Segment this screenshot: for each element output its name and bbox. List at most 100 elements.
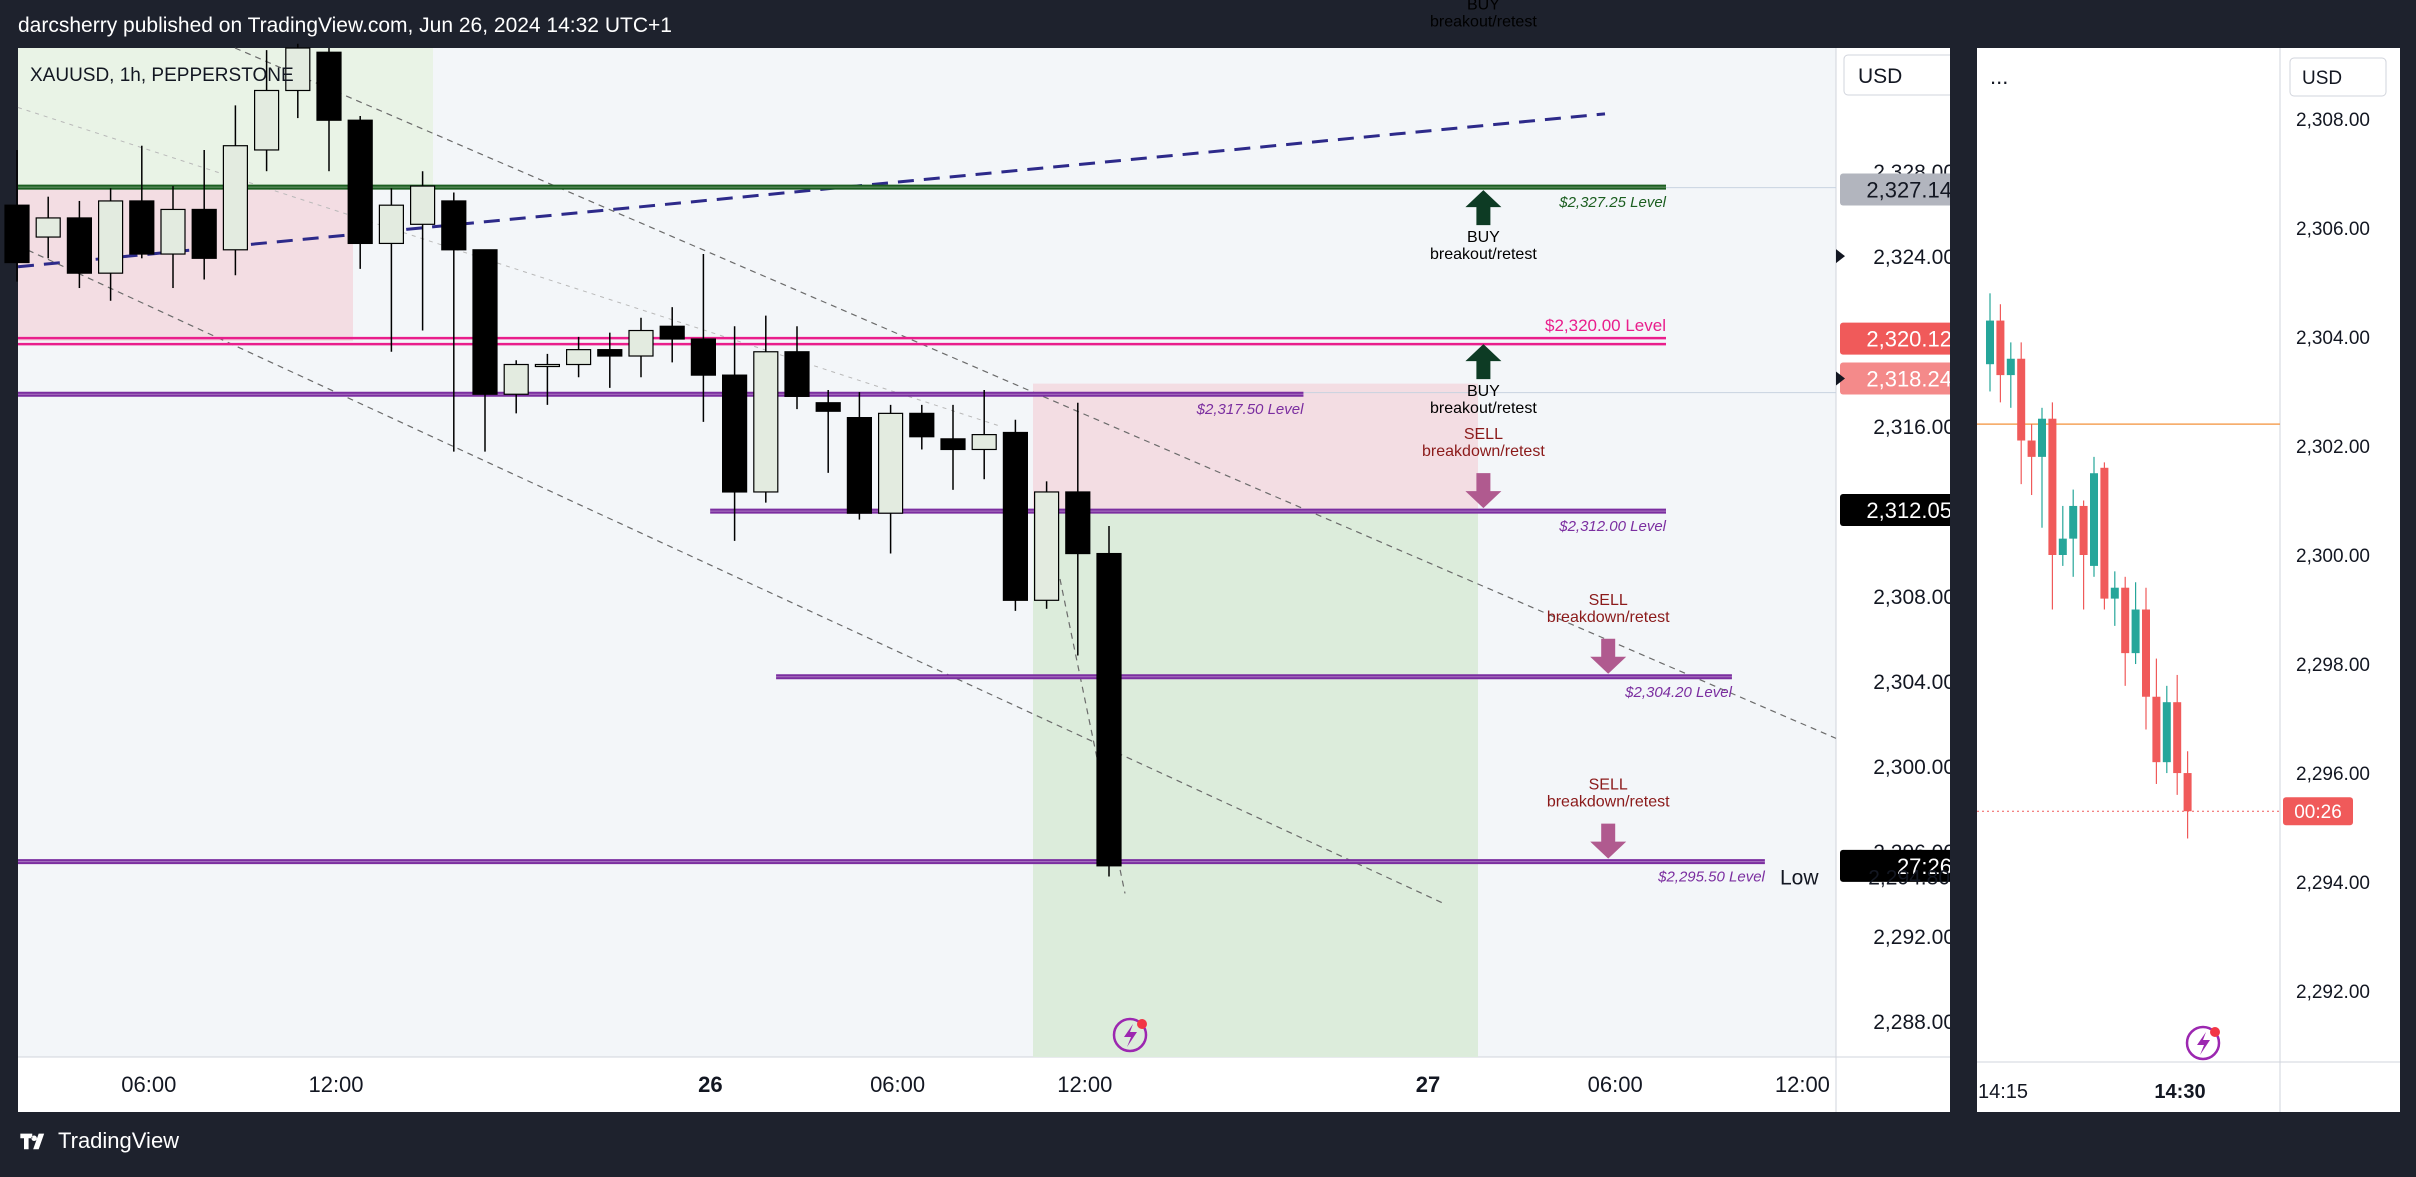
mini-candle-down bbox=[2173, 702, 2182, 774]
lightning-icon-bolt bbox=[1124, 1024, 1137, 1047]
mini-candle-up bbox=[2090, 473, 2098, 566]
mini-y-tick-label: 2,296.00 bbox=[2296, 764, 2370, 785]
currency-button bbox=[1843, 54, 1950, 96]
y-tick-label: 2,300.00 bbox=[1873, 756, 1950, 779]
main-price-chart[interactable]: $2,327.25 Level $2,320.00 Level $2,317.50 … bbox=[0, 0, 1950, 1112]
lightning-icon bbox=[1112, 1017, 1148, 1053]
price-tag bbox=[1840, 849, 1950, 882]
mini-candle-down bbox=[2100, 467, 2109, 599]
price-tag bbox=[1840, 362, 1950, 395]
buy-arrow-icon bbox=[1465, 190, 1502, 226]
candle-up bbox=[628, 329, 654, 357]
mini-candle-down bbox=[2183, 773, 2192, 812]
sell-arrow-icon bbox=[1590, 638, 1627, 674]
y-tick-label: 2,308.00 bbox=[1873, 586, 1950, 609]
candle-down bbox=[472, 249, 498, 395]
time-axis-panel bbox=[18, 1057, 1950, 1112]
candle-down bbox=[659, 325, 685, 340]
candle-down bbox=[66, 217, 93, 274]
mini-candle-up bbox=[2131, 609, 2140, 654]
mini-countdown-text: 00:26 bbox=[2294, 802, 2342, 823]
candle-down bbox=[347, 119, 373, 245]
candle-down bbox=[1096, 552, 1122, 867]
mini-y-tick-label: 2,302.00 bbox=[2296, 437, 2370, 458]
candle-down bbox=[4, 204, 30, 264]
candle-down bbox=[909, 412, 935, 438]
mini-candle-down bbox=[2027, 440, 2036, 457]
price-tag-value: 2,318.24 bbox=[1866, 367, 1950, 392]
signal-kind: SELL bbox=[1464, 426, 1503, 443]
mini-axis-panel bbox=[2280, 48, 2400, 1112]
price-tag bbox=[1840, 173, 1950, 206]
candle-up bbox=[222, 145, 248, 251]
mini-candle-down bbox=[2048, 418, 2057, 555]
candle-down bbox=[129, 200, 155, 255]
candle-up bbox=[565, 349, 592, 366]
candle-down bbox=[597, 349, 623, 357]
tradingview-footer[interactable]: TradingView bbox=[18, 1128, 179, 1154]
candle-up bbox=[877, 412, 904, 514]
candle-up bbox=[160, 208, 186, 255]
candle-down bbox=[316, 51, 342, 121]
mini-candle-down bbox=[1996, 320, 2005, 376]
risk-zone bbox=[1033, 383, 1478, 512]
x-tick-label: 12:00 bbox=[1775, 1072, 1830, 1097]
signal-text: breakout/retest bbox=[1430, 13, 1537, 30]
level-label: $2,320.00 Level bbox=[1545, 316, 1666, 335]
signal-kind: BUY bbox=[1467, 383, 1500, 400]
mini-lightning-icon bbox=[2185, 1025, 2221, 1061]
mini-lightning-bolt bbox=[2197, 1032, 2210, 1055]
mini-candle-up bbox=[1986, 320, 1994, 365]
y-tick-label: 2,288.00 bbox=[1873, 1011, 1950, 1034]
candle-down bbox=[940, 438, 966, 451]
signal-text: breakout/retest bbox=[1430, 400, 1537, 417]
mini-candle-up bbox=[2110, 587, 2119, 599]
mini-time-panel bbox=[1977, 1062, 2280, 1112]
buy-arrow-icon bbox=[1465, 344, 1502, 380]
candle-down bbox=[690, 338, 717, 376]
candle-down bbox=[1065, 491, 1091, 555]
signal-text: breakdown/retest bbox=[1422, 443, 1545, 460]
signal-text: breakdown/retest bbox=[1547, 609, 1670, 626]
price-marker-icon bbox=[1836, 371, 1845, 386]
mini-currency-button bbox=[2289, 57, 2387, 97]
price-tag bbox=[1840, 322, 1950, 355]
level-label: $2,295.50 Level bbox=[1657, 869, 1765, 886]
candle-up bbox=[410, 185, 436, 225]
mini-candle-down bbox=[2079, 505, 2088, 555]
signal-kind: BUY bbox=[1467, 229, 1500, 246]
mini-y-tick-label: 2,298.00 bbox=[2296, 655, 2370, 676]
signal-text: breakout/retest bbox=[1430, 246, 1537, 263]
price-tag-value: 27:26 bbox=[1897, 854, 1950, 879]
x-tick-label: 06:00 bbox=[870, 1072, 925, 1097]
mini-candle-down bbox=[2121, 587, 2130, 654]
y-tick-label: 2,292.00 bbox=[1873, 926, 1950, 949]
x-tick-label: 12:00 bbox=[1057, 1072, 1112, 1097]
low-value: 2,294.80 bbox=[1868, 866, 1950, 889]
candle-up bbox=[97, 200, 124, 274]
x-tick-label: 06:00 bbox=[1588, 1072, 1643, 1097]
candle-up bbox=[503, 363, 529, 395]
y-tick-label: 2,324.00 bbox=[1873, 246, 1950, 269]
candle-up bbox=[285, 47, 311, 92]
mini-menu-icon: ... bbox=[1990, 64, 2008, 89]
signal-kind: SELL bbox=[1589, 777, 1628, 794]
price-tag bbox=[1840, 494, 1950, 527]
channel-lower-line bbox=[17, 245, 1446, 905]
currency-label: USD bbox=[1858, 65, 1902, 88]
mini-y-tick-label: 2,304.00 bbox=[2296, 328, 2370, 349]
mini-candle-down bbox=[2152, 696, 2161, 763]
mini-y-tick-label: 2,294.00 bbox=[2296, 873, 2370, 894]
x-tick-label: 12:00 bbox=[308, 1072, 363, 1097]
candle-up bbox=[971, 434, 997, 451]
lightning-icon-ring bbox=[1112, 1017, 1148, 1053]
candle-down bbox=[784, 351, 810, 397]
mini-candle-up bbox=[2006, 358, 2015, 376]
tradingview-logo-icon bbox=[20, 1133, 45, 1150]
price-tag-value: 2,320.12 bbox=[1866, 327, 1950, 352]
x-tick-label: 06:00 bbox=[121, 1072, 176, 1097]
candle-down bbox=[441, 200, 467, 251]
price-tag-value: 2,327.14 bbox=[1866, 177, 1950, 202]
mini-currency-label: USD bbox=[2302, 68, 2342, 89]
mini-candle-up bbox=[2162, 702, 2171, 763]
